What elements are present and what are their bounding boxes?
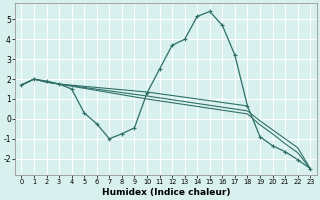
X-axis label: Humidex (Indice chaleur): Humidex (Indice chaleur) <box>101 188 230 197</box>
